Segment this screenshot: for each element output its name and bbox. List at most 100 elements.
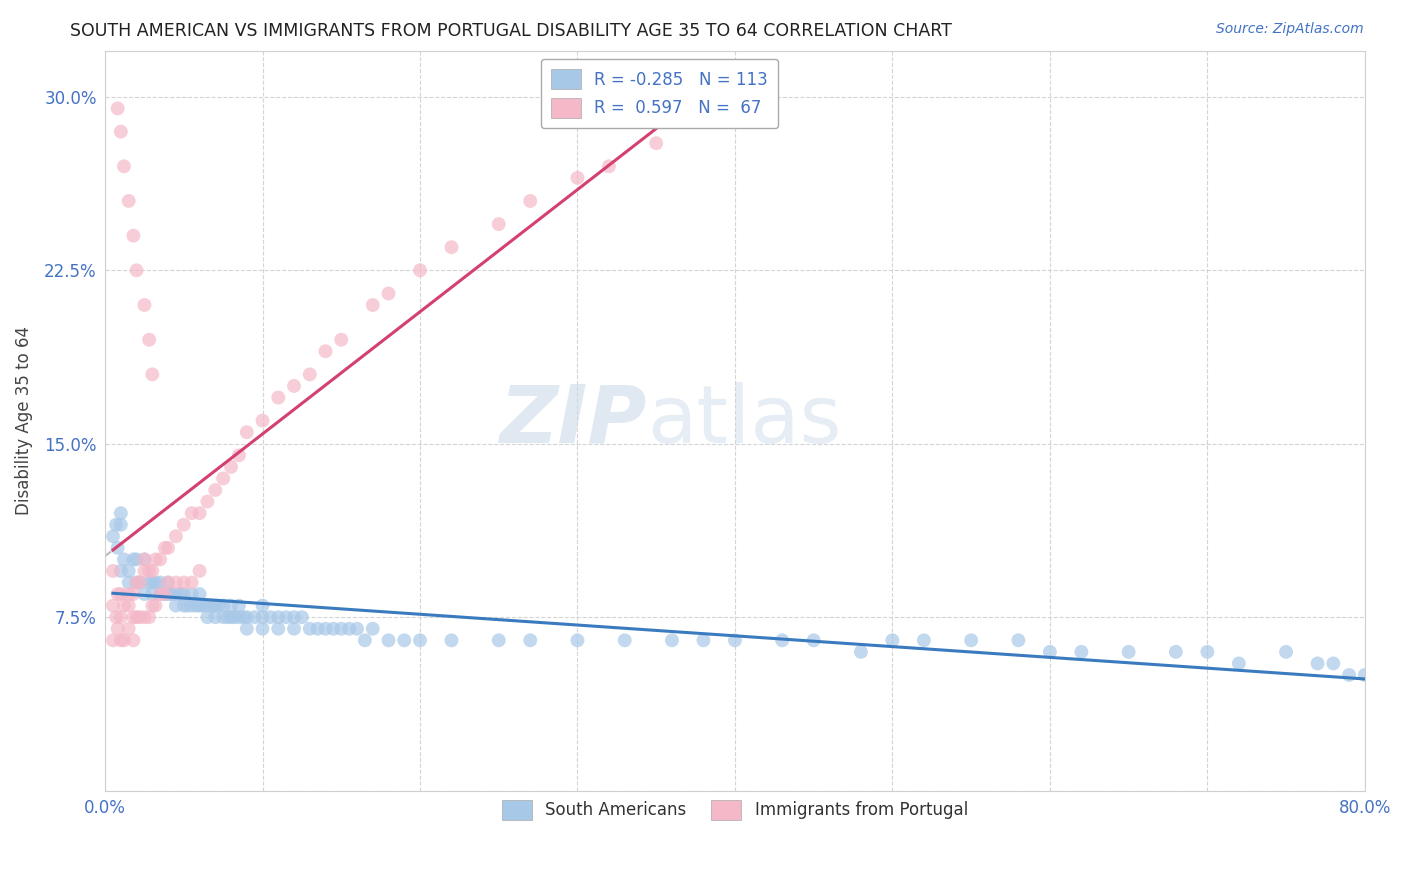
Point: [157, 575, 180, 590]
Point: [165, 575, 187, 590]
Point: [169, 587, 191, 601]
Point: [1354, 668, 1376, 682]
Point: [440, 240, 463, 254]
Point: [219, 610, 242, 624]
Point: [165, 599, 187, 613]
Point: [107, 102, 129, 116]
Point: [724, 633, 747, 648]
Point: [243, 610, 266, 624]
Point: [110, 506, 132, 520]
Point: [212, 471, 235, 485]
Point: [157, 575, 180, 590]
Point: [307, 622, 329, 636]
Point: [252, 414, 274, 428]
Point: [112, 633, 135, 648]
Point: [173, 599, 195, 613]
Point: [122, 552, 145, 566]
Point: [1339, 668, 1361, 682]
Point: [107, 587, 129, 601]
Point: [134, 587, 156, 601]
Point: [252, 599, 274, 613]
Point: [1118, 645, 1140, 659]
Point: [1164, 645, 1187, 659]
Point: [567, 633, 589, 648]
Point: [122, 610, 145, 624]
Point: [141, 575, 163, 590]
Point: [770, 633, 793, 648]
Point: [236, 622, 259, 636]
Point: [692, 633, 714, 648]
Point: [157, 587, 180, 601]
Point: [165, 587, 187, 601]
Point: [101, 529, 124, 543]
Point: [101, 599, 124, 613]
Point: [188, 587, 211, 601]
Point: [145, 552, 167, 566]
Point: [173, 575, 195, 590]
Point: [219, 459, 242, 474]
Point: [112, 552, 135, 566]
Point: [330, 622, 353, 636]
Point: [149, 575, 172, 590]
Point: [228, 599, 250, 613]
Point: [377, 286, 399, 301]
Point: [409, 263, 432, 277]
Point: [118, 622, 141, 636]
Point: [361, 622, 384, 636]
Point: [346, 622, 368, 636]
Point: [107, 622, 129, 636]
Point: [134, 552, 156, 566]
Point: [141, 587, 163, 601]
Point: [283, 610, 305, 624]
Point: [1197, 645, 1219, 659]
Point: [488, 633, 510, 648]
Point: [217, 610, 239, 624]
Point: [122, 633, 145, 648]
Point: [337, 622, 360, 636]
Point: [125, 575, 148, 590]
Point: [298, 622, 321, 636]
Point: [145, 575, 167, 590]
Point: [330, 333, 353, 347]
Point: [186, 599, 208, 613]
Point: [153, 587, 176, 601]
Point: [112, 599, 135, 613]
Point: [228, 448, 250, 462]
Point: [267, 391, 290, 405]
Point: [1227, 657, 1250, 671]
Point: [149, 587, 172, 601]
Point: [125, 610, 148, 624]
Point: [138, 575, 160, 590]
Point: [960, 633, 983, 648]
Point: [112, 159, 135, 173]
Point: [188, 599, 211, 613]
Point: [276, 610, 298, 624]
Point: [134, 610, 156, 624]
Point: [165, 529, 187, 543]
Point: [488, 217, 510, 231]
Point: [204, 610, 226, 624]
Point: [105, 610, 128, 624]
Y-axis label: Disability Age 35 to 64: Disability Age 35 to 64: [15, 326, 32, 516]
Point: [125, 263, 148, 277]
Point: [267, 610, 290, 624]
Point: [1007, 633, 1029, 648]
Point: [252, 610, 274, 624]
Point: [122, 228, 145, 243]
Point: [236, 610, 259, 624]
Point: [803, 633, 825, 648]
Point: [322, 622, 344, 636]
Text: Source: ZipAtlas.com: Source: ZipAtlas.com: [1216, 22, 1364, 37]
Point: [201, 599, 224, 613]
Point: [849, 645, 872, 659]
Point: [283, 379, 305, 393]
Point: [110, 125, 132, 139]
Point: [267, 622, 290, 636]
Point: [204, 483, 226, 497]
Point: [107, 541, 129, 555]
Point: [207, 599, 229, 613]
Point: [173, 587, 195, 601]
Point: [128, 575, 150, 590]
Point: [212, 599, 235, 613]
Point: [519, 194, 541, 208]
